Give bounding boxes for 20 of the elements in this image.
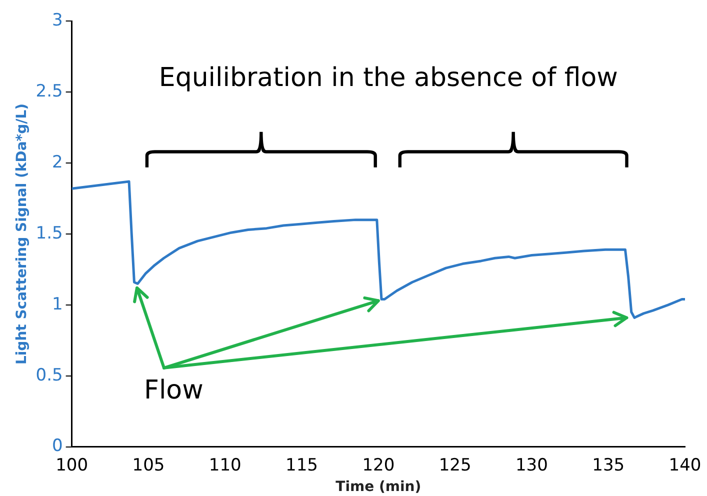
y-tick-label: 3 xyxy=(52,10,63,31)
x-tick-label: 105 xyxy=(132,455,165,476)
x-tick-label: 135 xyxy=(592,455,625,476)
x-axis-title: Time (min) xyxy=(336,479,422,496)
annotation: Equilibration in the absence of flow xyxy=(158,62,618,93)
y-tick-label: 0.5 xyxy=(36,365,63,386)
x-tick-label: 115 xyxy=(286,455,318,476)
x-tick-label: 120 xyxy=(362,455,395,476)
y-tick-label: 2 xyxy=(52,152,63,172)
y-tick-label: 2.5 xyxy=(36,82,63,102)
x-tick-label: 130 xyxy=(515,455,548,476)
annotation: Flow xyxy=(144,376,204,406)
y-tick-label: 1.5 xyxy=(36,223,63,244)
x-tick-label: 140 xyxy=(668,455,702,476)
y-tick-label: 0 xyxy=(52,436,63,456)
y-axis-title: Light Scattering Signal (kDa*g/L) xyxy=(14,103,30,365)
y-tick-label: 1 xyxy=(52,294,63,314)
x-tick-label: 100 xyxy=(56,455,88,476)
x-tick-label: 110 xyxy=(208,455,242,476)
x-tick-label: 125 xyxy=(438,455,472,476)
